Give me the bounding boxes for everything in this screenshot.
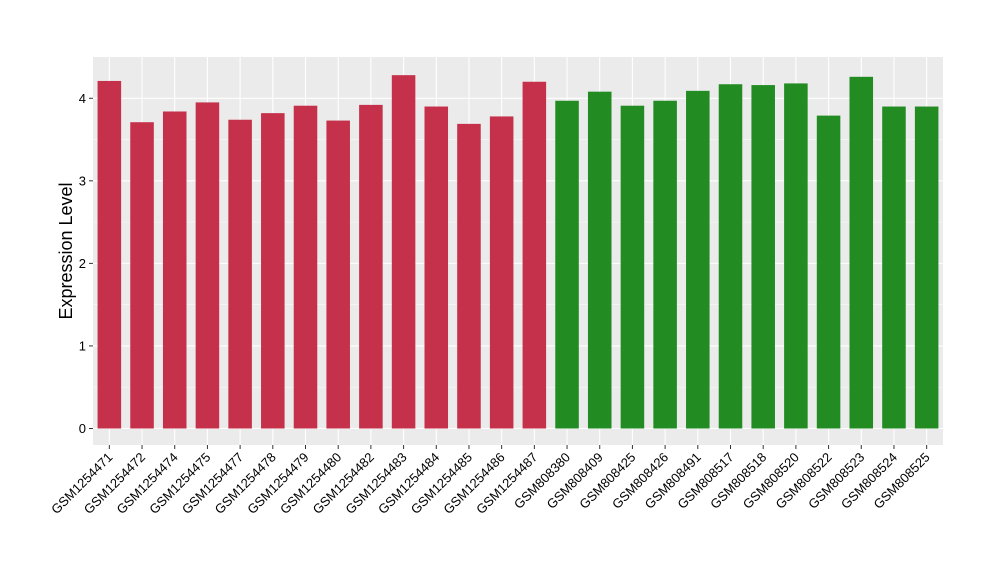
bar-GSM808426 [653, 100, 677, 429]
bar-GSM1254477 [228, 119, 252, 429]
bar-GSM1254485 [457, 123, 481, 429]
bar-GSM808491 [686, 90, 710, 429]
bar-GSM808523 [849, 76, 874, 429]
bars [97, 75, 939, 429]
bar-GSM1254486 [489, 116, 514, 429]
bar-GSM808425 [620, 105, 645, 429]
y-tick-label: 2 [79, 256, 86, 271]
bar-GSM1254483 [391, 75, 416, 429]
bar-GSM1254472 [130, 122, 154, 429]
bar-GSM808380 [555, 100, 579, 429]
bar-GSM1254474 [162, 111, 187, 429]
y-tick-label: 3 [79, 173, 86, 188]
bar-GSM1254471 [97, 80, 122, 429]
y-tick-label: 0 [79, 421, 86, 436]
bar-GSM1254487 [522, 81, 547, 429]
bar-GSM1254475 [195, 102, 220, 429]
bar-GSM808525 [914, 106, 939, 429]
y-axis-label: Expression Level [56, 182, 76, 319]
y-tick-label: 4 [79, 91, 86, 106]
bar-GSM1254480 [326, 120, 350, 429]
bar-GSM808522 [816, 115, 841, 429]
bar-GSM808524 [882, 106, 906, 429]
bar-GSM1254482 [359, 104, 383, 429]
bar-GSM808409 [587, 91, 612, 429]
bar-GSM808517 [718, 84, 743, 429]
y-axis: 0 1 2 3 4 [79, 91, 93, 436]
plot-panel [93, 57, 943, 445]
x-axis: GSM1254471GSM1254472GSM1254474GSM1254475… [48, 445, 933, 517]
bar-GSM808520 [784, 83, 808, 429]
bar-GSM1254484 [424, 106, 449, 429]
bar-GSM1254479 [293, 105, 318, 429]
bar-GSM1254478 [261, 113, 285, 429]
y-tick-label: 1 [79, 338, 86, 353]
bar-GSM808518 [751, 85, 775, 429]
